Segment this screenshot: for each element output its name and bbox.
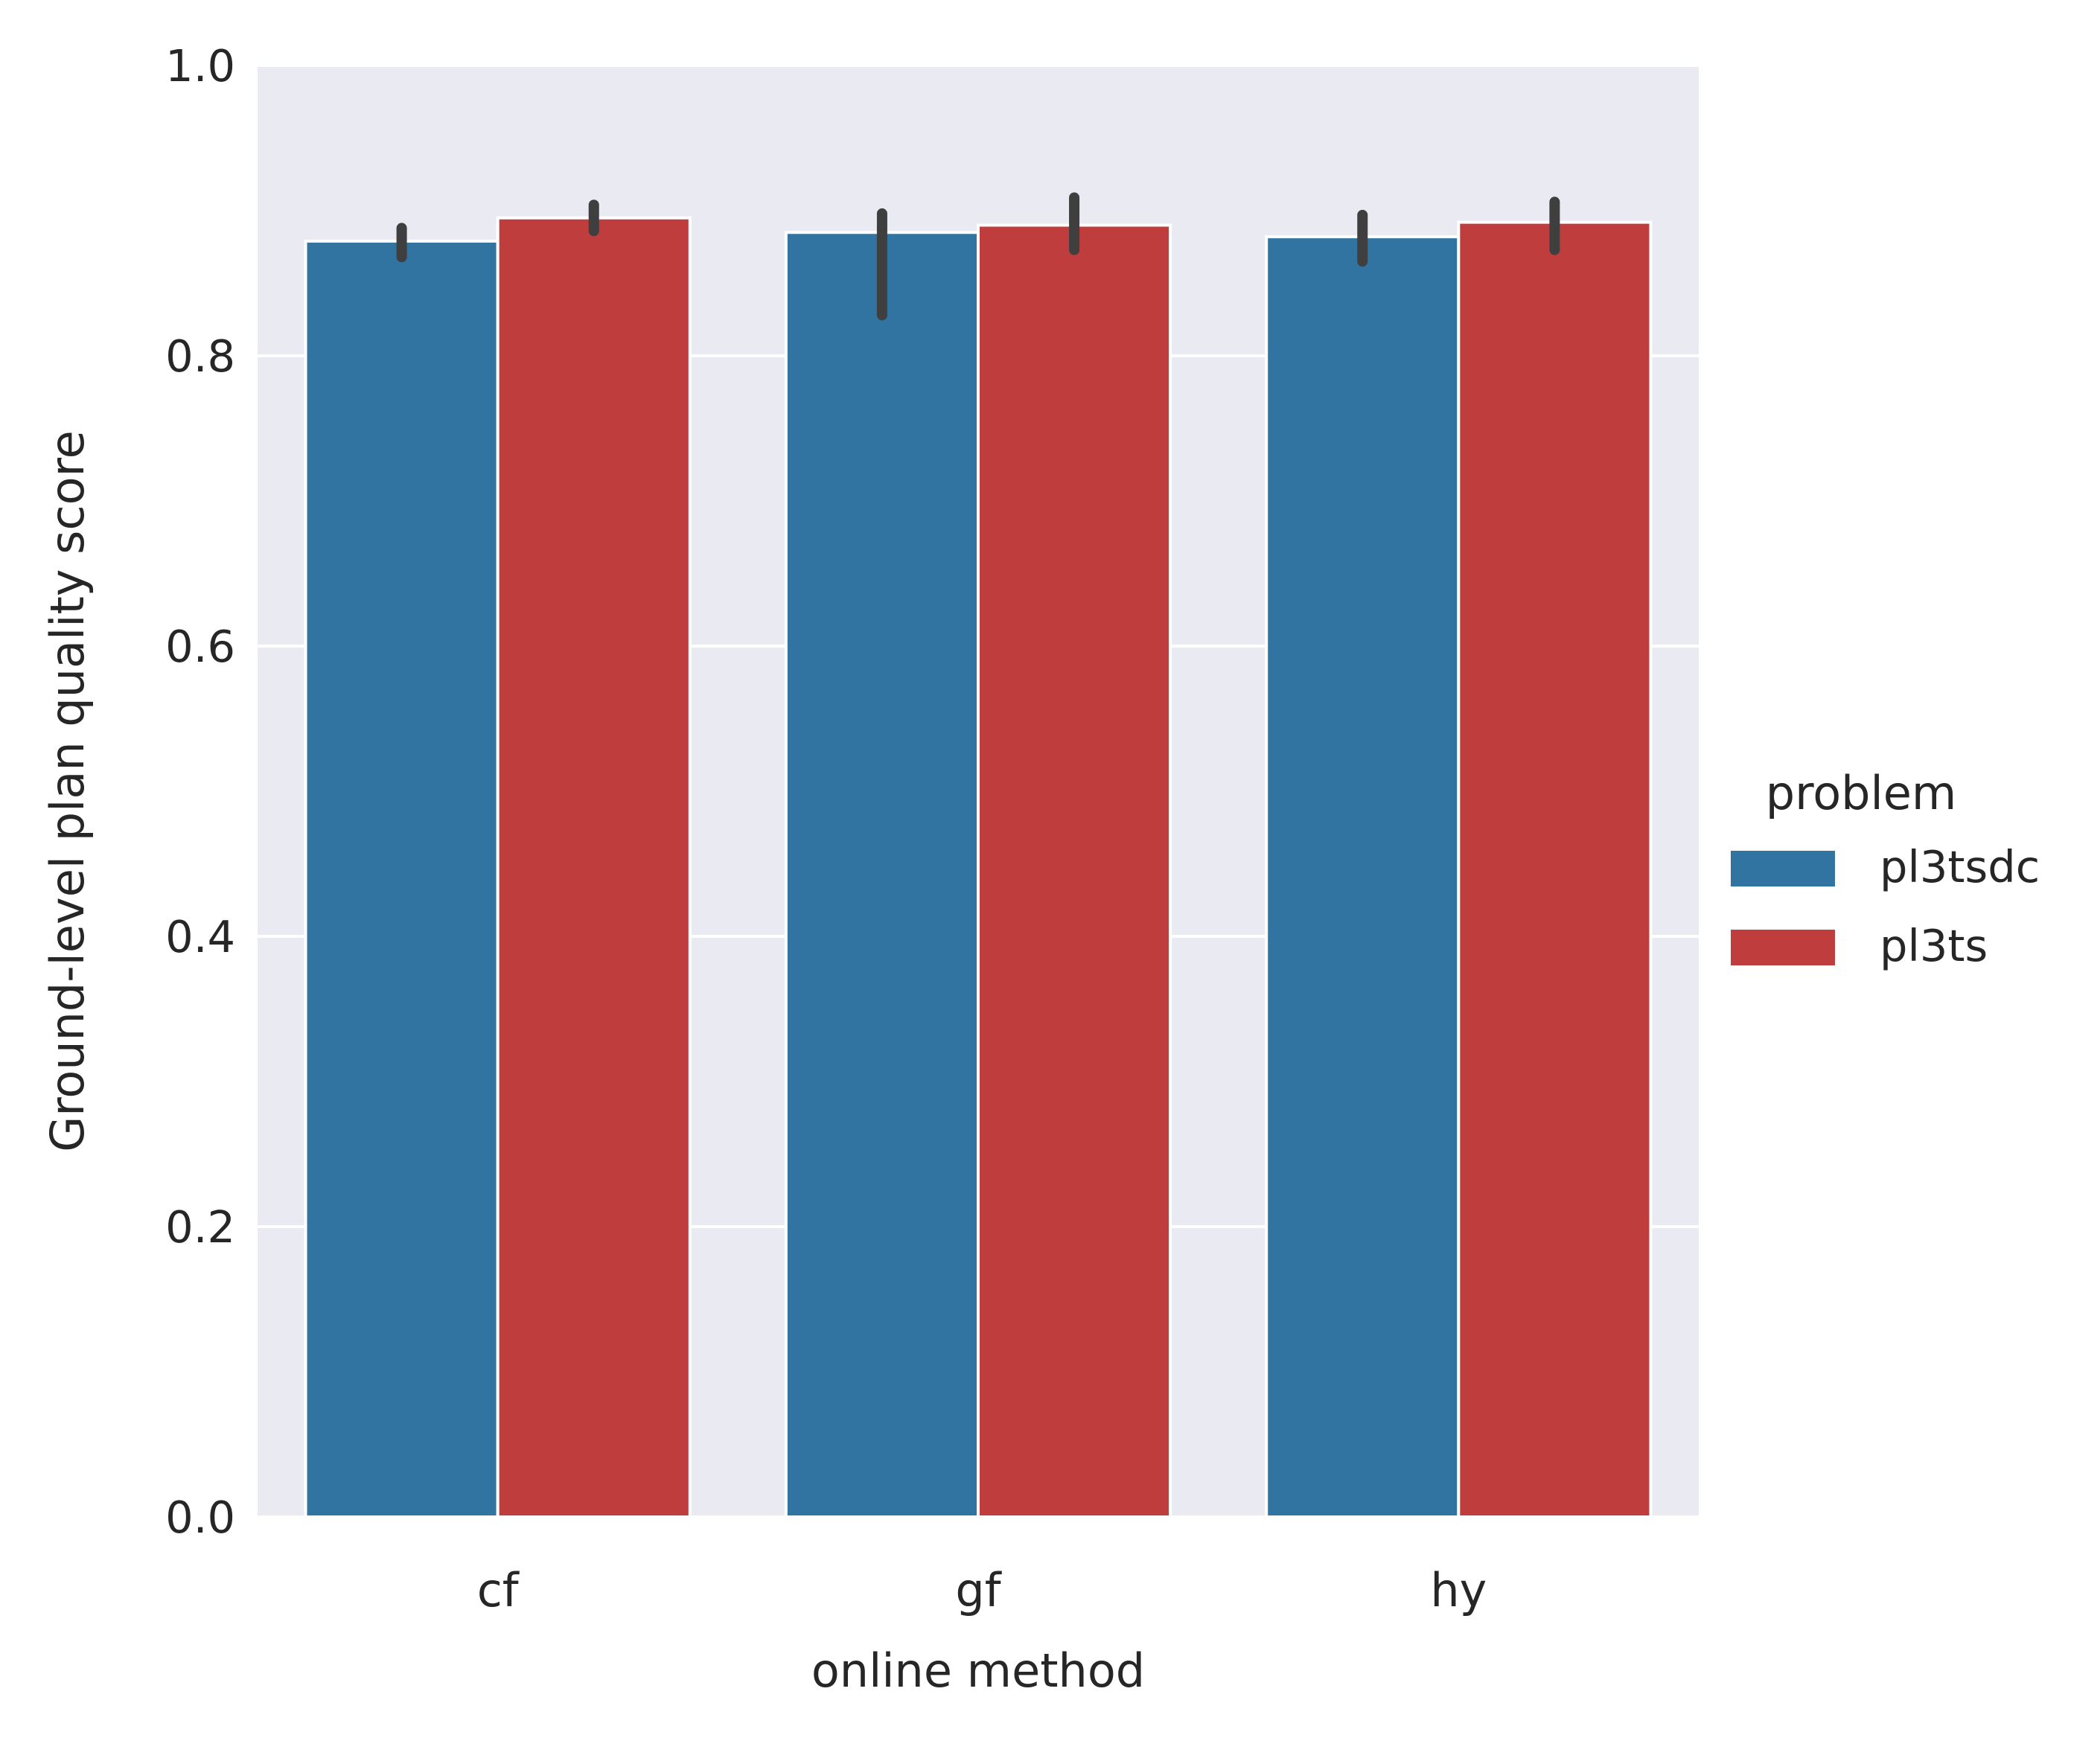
error-bars xyxy=(396,192,1560,321)
y-tick-label: 0.8 xyxy=(165,330,235,382)
y-tick-label: 1.0 xyxy=(165,40,235,92)
bar-pl3tsdc-gf xyxy=(784,231,980,1518)
x-tick-label: hy xyxy=(1430,1563,1487,1617)
y-tick-label: 0.0 xyxy=(165,1492,235,1543)
legend-label-pl3tsdc: pl3tsdc xyxy=(1880,841,2040,892)
x-tick-label: cf xyxy=(477,1563,520,1617)
legend-swatch-pl3tsdc xyxy=(1731,851,1835,886)
legend-swatch-pl3ts xyxy=(1731,930,1835,965)
legend-label-pl3ts: pl3ts xyxy=(1880,920,1988,971)
bars xyxy=(304,216,1653,1519)
y-tick-labels: 0.0 0.2 0.4 0.6 0.8 1.0 xyxy=(165,40,235,1543)
y-tick-label: 0.4 xyxy=(165,911,235,962)
y-tick-label: 0.6 xyxy=(165,621,235,672)
x-axis-label: online method xyxy=(811,1643,1145,1698)
bar-pl3ts-hy xyxy=(1457,220,1653,1519)
bar-pl3tsdc-hy xyxy=(1265,235,1461,1519)
bar-pl3tsdc-cf xyxy=(304,239,500,1519)
y-axis-label: Ground-level plan quality score xyxy=(40,430,95,1152)
x-tick-label: gf xyxy=(955,1563,1002,1617)
x-tick-labels: cf gf hy xyxy=(477,1563,1487,1617)
bar-pl3ts-cf xyxy=(496,216,692,1518)
bar-pl3ts-gf xyxy=(977,223,1172,1518)
legend: problem pl3tsdc pl3ts xyxy=(1731,766,2040,971)
legend-title: problem xyxy=(1766,766,1957,820)
y-tick-label: 0.2 xyxy=(165,1201,235,1253)
